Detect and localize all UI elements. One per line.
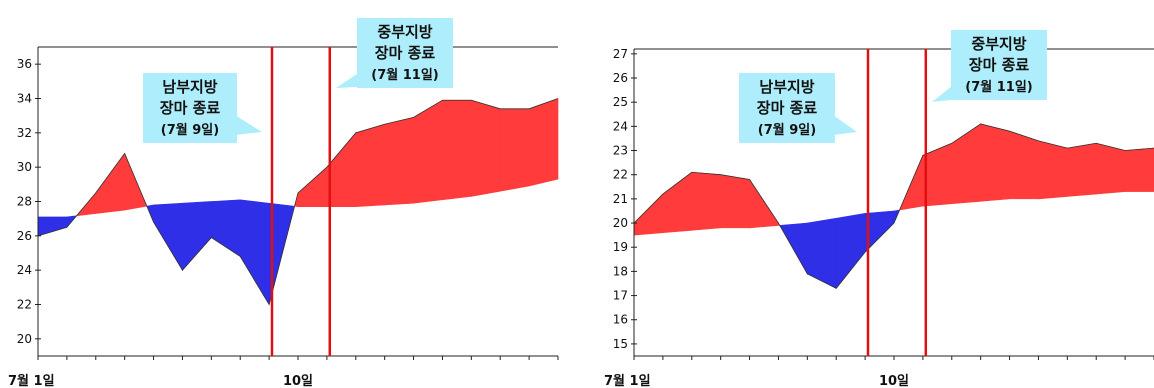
callout-line-0: 중부지방	[971, 35, 1026, 53]
above-normal-area-12	[922, 142, 953, 207]
callout-line-2: (7월 11일)	[371, 67, 438, 83]
y-tick-label: 23	[613, 144, 628, 158]
above-normal-area-18	[1095, 142, 1126, 195]
above-normal-area-13	[326, 132, 357, 207]
y-tick-label: 22	[17, 298, 32, 312]
above-normal-area-20	[528, 98, 559, 187]
above-normal-area-17	[442, 99, 472, 201]
above-normal-area-15	[384, 117, 414, 206]
below-normal-area-9	[864, 210, 895, 253]
below-normal-area-7	[182, 201, 212, 271]
x-tick-label: 10일	[283, 374, 313, 388]
y-tick-label: 36	[17, 57, 32, 71]
above-normal-area-14	[980, 123, 1010, 202]
above-normal-area-1	[662, 171, 693, 234]
y-tick-label: 18	[613, 264, 628, 278]
y-tick-label: 20	[613, 216, 628, 230]
callout-box	[357, 18, 453, 88]
below-normal-area-6	[153, 202, 183, 272]
y-tick-label: 20	[17, 332, 32, 346]
callout-line-1: 장마 종료	[969, 56, 1030, 74]
y-tick-label: 26	[613, 71, 628, 85]
above-normal-area-18	[471, 99, 501, 197]
y-tick-label: 25	[613, 95, 628, 109]
above-normal-area-17	[1067, 142, 1097, 197]
above-normal-area-3	[720, 174, 750, 229]
below-normal-area-0	[37, 216, 68, 237]
y-tick-label: 32	[17, 126, 32, 140]
below-normal-area-9	[239, 199, 270, 306]
y-tick-label: 16	[613, 313, 628, 327]
y-tick-label: 17	[613, 289, 628, 303]
callout-box	[739, 73, 835, 143]
above-normal-area-16	[1038, 140, 1068, 200]
callout-line-1: 장마 종료	[757, 99, 818, 117]
y-tick-label: 28	[17, 195, 32, 209]
above-normal-area-19	[499, 108, 530, 192]
above-normal-area-4	[749, 178, 779, 229]
callout-line-1: 장마 종료	[375, 44, 436, 62]
above-normal-area-15	[1009, 130, 1039, 200]
above-normal-area-12	[297, 166, 328, 207]
below-normal-area-7	[807, 217, 837, 289]
x-tick-label: 7월 1일	[8, 373, 55, 388]
above-normal-area-19	[1124, 147, 1154, 192]
y-tick-label: 26	[17, 229, 32, 243]
anomaly-areas	[633, 123, 1154, 290]
above-normal-area-13	[951, 123, 981, 205]
callout-line-0: 남부지방	[759, 78, 814, 96]
callout-line-2: (7월 11일)	[965, 79, 1032, 95]
y-tick-label: 24	[613, 119, 628, 133]
y-tick-label: 15	[613, 337, 628, 351]
above-normal-area-0	[633, 193, 664, 236]
y-tick-label: 19	[613, 240, 628, 254]
y-tick-label: 24	[17, 263, 32, 277]
anomaly-areas	[37, 98, 559, 306]
observed-line	[37, 98, 559, 306]
callout-pointer	[833, 115, 857, 135]
callout-box	[951, 30, 1047, 100]
below-normal-area-8	[211, 199, 241, 257]
x-tick-label: 7월 1일	[604, 373, 651, 388]
below-normal-area-8	[835, 213, 866, 290]
callout-box	[143, 73, 237, 143]
y-tick-label: 21	[613, 192, 628, 206]
y-tick-label: 34	[17, 92, 32, 106]
above-normal-area-3	[95, 152, 125, 214]
y-tick-label: 27	[613, 47, 628, 61]
observed-line	[633, 123, 1154, 289]
above-normal-area-16	[413, 99, 443, 204]
x-tick-label: 10일	[879, 374, 909, 388]
y-tick-label: 22	[613, 168, 628, 182]
above-normal-area-2	[691, 171, 721, 231]
y-tick-label: 30	[17, 160, 32, 174]
above-normal-area-14	[355, 123, 385, 207]
callout-line-0: 중부지방	[377, 23, 432, 41]
callout-line-2: (7월 9일)	[161, 122, 219, 138]
callout-line-1: 장마 종료	[160, 99, 221, 117]
callout-pointer	[235, 115, 262, 135]
callout-line-2: (7월 9일)	[758, 122, 816, 138]
callout-line-0: 남부지방	[162, 78, 217, 96]
